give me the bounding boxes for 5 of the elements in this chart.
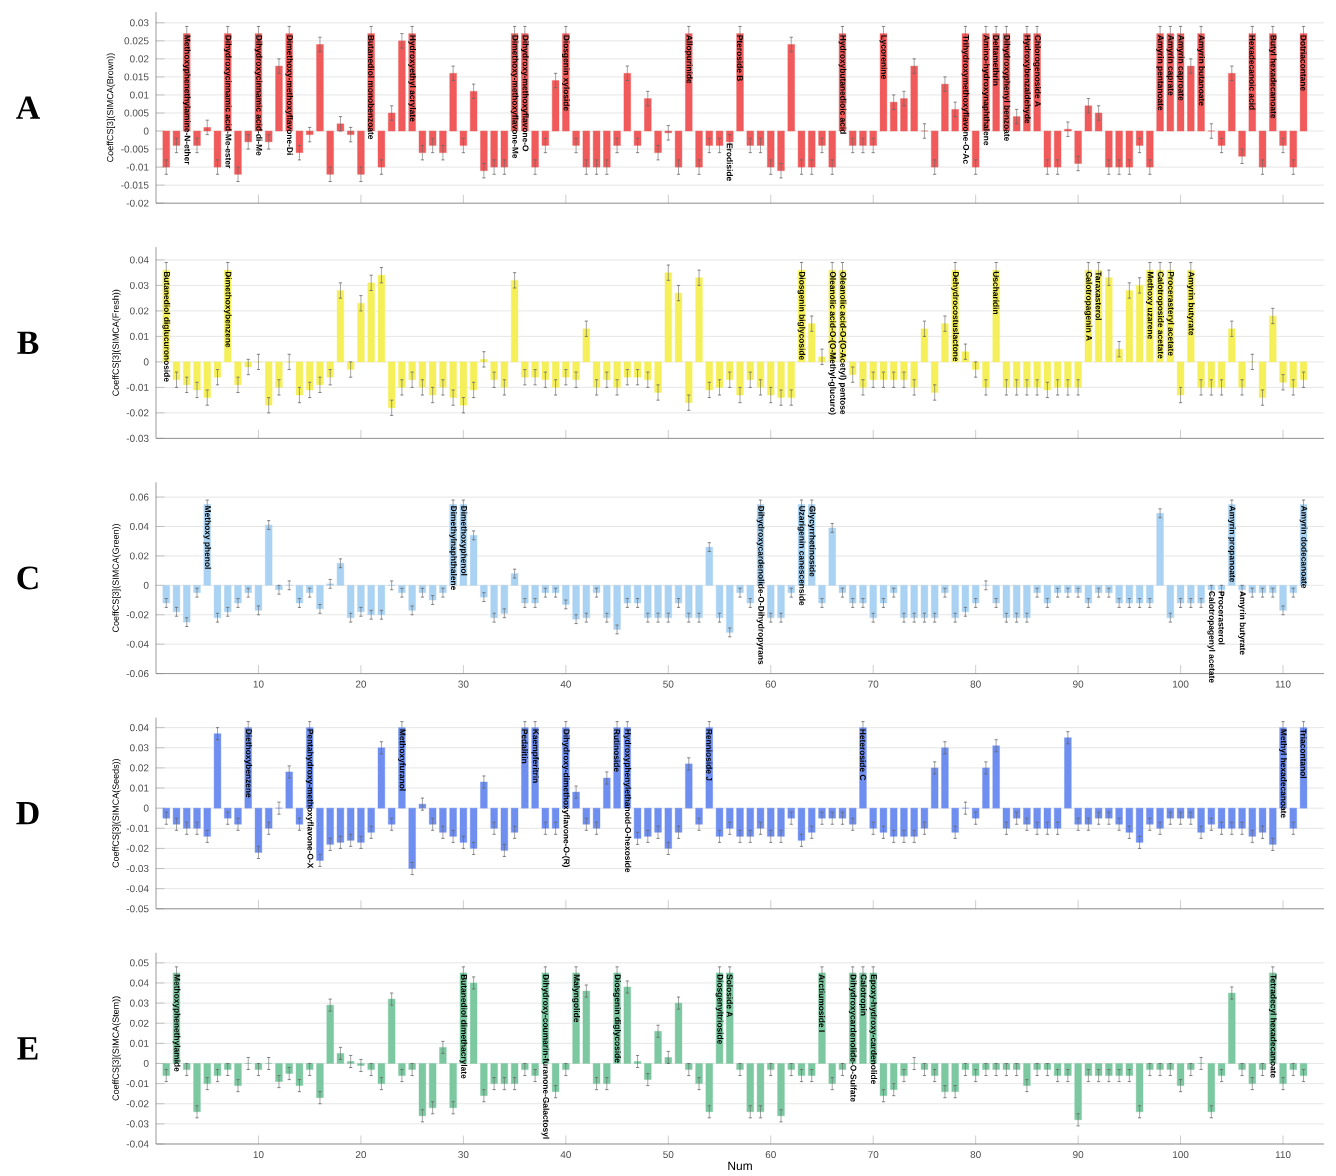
text: D <box>16 801 39 824</box>
text: A <box>16 96 40 119</box>
text: E <box>17 1036 38 1060</box>
text: B <box>17 331 39 354</box>
text: C <box>17 566 38 589</box>
